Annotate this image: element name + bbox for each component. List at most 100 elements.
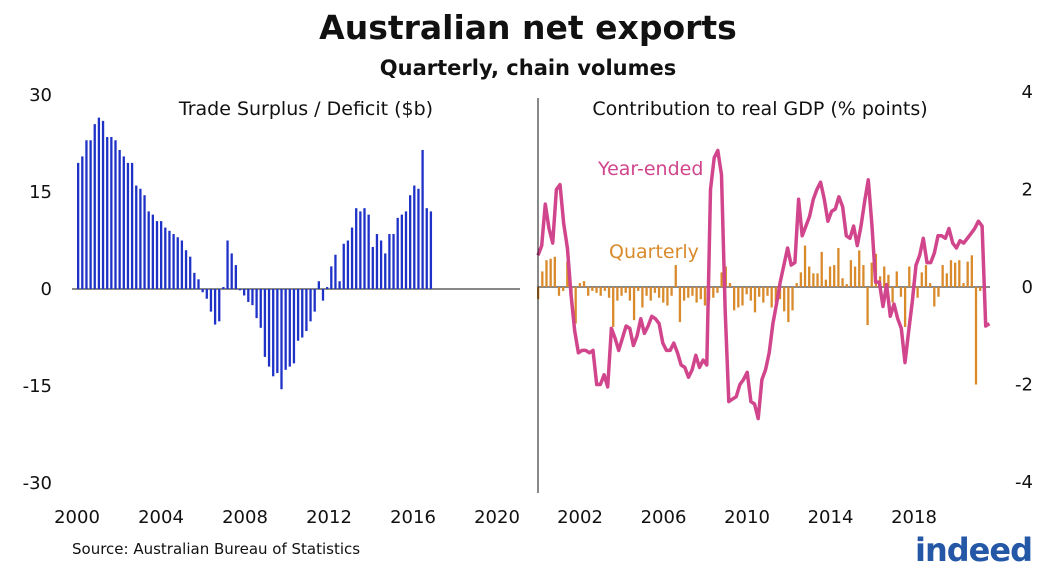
left-bar <box>168 230 171 289</box>
right-ytick-label: 0 <box>1022 277 1033 298</box>
left-bar <box>334 254 337 289</box>
quarterly-bar <box>895 271 898 287</box>
quarterly-bar <box>557 287 561 296</box>
quarterly-bar <box>958 260 961 287</box>
quarterly-bar <box>741 287 744 306</box>
quarterly-bar <box>770 287 773 308</box>
left-bar <box>139 188 142 289</box>
left-bar <box>234 265 237 289</box>
left-bar <box>118 149 121 289</box>
left-ytick-label: 30 <box>29 85 52 106</box>
quarterly-bar <box>628 287 632 301</box>
left-bar <box>222 287 225 289</box>
left-bar <box>267 289 271 367</box>
left-bar <box>114 140 117 289</box>
left-bar <box>421 149 424 289</box>
quarterly-bar <box>607 287 611 298</box>
left-bar <box>147 211 150 289</box>
left-bar <box>226 240 229 289</box>
quarterly-bar <box>795 283 798 287</box>
quarterly-bar <box>545 260 548 287</box>
right-xtick-label: 2006 <box>641 507 687 528</box>
quarterly-bar <box>758 287 761 297</box>
quarterly-bar <box>699 287 702 300</box>
quarterly-bar <box>695 287 698 303</box>
left-bar <box>296 289 300 341</box>
quarterly-bar <box>845 284 848 287</box>
quarterly-bar <box>766 287 769 296</box>
quarterly-bar <box>653 287 657 293</box>
left-bar <box>384 253 387 289</box>
quarterly-bar <box>582 281 586 287</box>
left-bar <box>180 240 184 289</box>
quarterly-bar <box>887 274 890 287</box>
quarterly-bar <box>703 287 707 306</box>
left-bar <box>363 208 366 289</box>
quarterly-bar <box>870 262 873 287</box>
quarterly-bar <box>620 287 623 296</box>
quarterly-bar <box>670 287 673 296</box>
left-ytick-label: -30 <box>23 473 52 494</box>
quarterly-bar <box>762 287 765 303</box>
left-bar <box>189 256 192 289</box>
quarterly-bar <box>632 287 636 321</box>
quarterly-bar <box>937 287 940 297</box>
quarterly-bar <box>787 287 790 323</box>
left-bar <box>126 162 130 289</box>
chart-title: Australian net exports <box>319 8 737 47</box>
quarterly-bar <box>720 272 723 287</box>
left-bar <box>85 140 88 289</box>
quarterly-bar <box>803 245 807 287</box>
quarterly-bar <box>662 287 665 303</box>
quarterly-bar <box>924 265 928 287</box>
left-bar <box>213 289 217 325</box>
quarterly-bar <box>678 287 682 323</box>
quarterly-bar <box>833 265 836 287</box>
quarterly-bar <box>612 287 615 327</box>
left-bar <box>122 156 125 289</box>
quarterly-bar <box>928 283 932 287</box>
left-bar <box>164 227 167 289</box>
left-bar <box>355 208 358 289</box>
left-bar <box>255 289 258 319</box>
left-bar <box>247 289 250 302</box>
quarterly-bar <box>824 279 828 287</box>
right-ytick-label: 2 <box>1022 180 1033 201</box>
left-bar <box>359 211 362 289</box>
source-note: Source: Australian Bureau of Statistics <box>72 540 361 558</box>
left-bar <box>417 188 420 289</box>
quarterly-bar <box>791 287 794 311</box>
right-ytick-label: -2 <box>1015 375 1033 396</box>
left-bar <box>388 234 391 289</box>
quarterly-bar <box>732 287 736 311</box>
quarterly-bar <box>920 272 923 287</box>
quarterly-bar <box>774 287 777 303</box>
left-bar <box>317 281 320 289</box>
left-ytick-label: -15 <box>23 376 52 397</box>
left-bar <box>93 124 96 289</box>
left-bar <box>176 237 179 289</box>
indeed-logo: indeed <box>915 531 1033 569</box>
quarterly-bar <box>837 248 840 287</box>
quarterly-bar <box>624 287 627 293</box>
quarterly-bar <box>858 250 861 287</box>
left-bar <box>238 289 242 291</box>
right-panel-title: Contribution to real GDP (% points) <box>592 98 927 120</box>
quarterly-bar <box>616 287 619 301</box>
quarterly-bar <box>853 266 857 287</box>
left-bar <box>172 234 175 289</box>
left-bar <box>151 214 154 289</box>
left-bar <box>288 289 291 367</box>
quarterly-bar <box>862 265 865 287</box>
right-panel-gdp-contribution: 4 2 0 -2 -4 2002 2006 2010 2014 2018 <box>536 82 1033 528</box>
left-bar <box>143 195 146 289</box>
quarterly-bar <box>682 287 686 301</box>
quarterly-bar <box>691 287 694 296</box>
quarterly-bar <box>820 251 823 287</box>
quarterly-bar <box>566 261 569 287</box>
left-xtick-label: 2020 <box>474 507 520 528</box>
quarterly-bar <box>899 287 903 297</box>
quarterly-bar <box>949 260 953 287</box>
quarterly-bar <box>979 287 982 291</box>
